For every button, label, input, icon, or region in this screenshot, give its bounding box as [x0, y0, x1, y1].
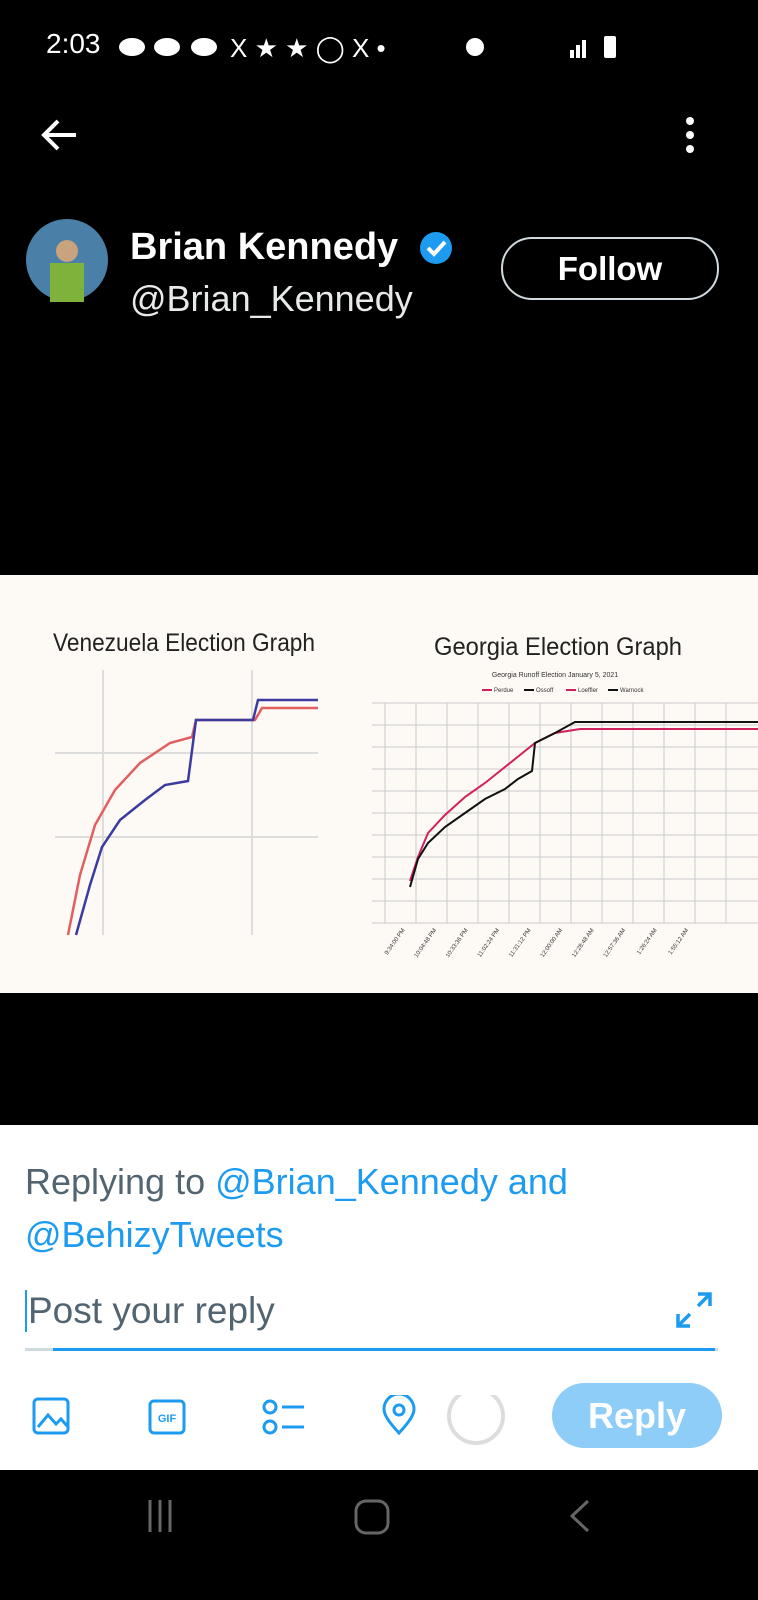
right-chart-subtitle: Georgia Runoff Election January 5, 2021 [492, 672, 618, 679]
svg-text:X ★ ★ ◯ X •: X ★ ★ ◯ X • [230, 33, 386, 64]
legend-label: Loeffler [578, 688, 598, 694]
gif-button[interactable] [148, 1399, 186, 1435]
status-icons: X ★ ★ ◯ X • [119, 33, 616, 64]
recents-button[interactable] [148, 1500, 172, 1532]
mention[interactable]: @BehizyTweets [25, 1214, 284, 1255]
replying-to: Replying to @Brian_Kennedy and @BehizyTw… [25, 1155, 725, 1261]
display-name[interactable]: Brian Kennedy [130, 226, 399, 268]
joiner: and [507, 1161, 568, 1202]
reply-input[interactable]: Post your reply [25, 1290, 275, 1332]
mention[interactable]: @Brian_Kennedy [215, 1161, 498, 1202]
legend-label: Perdue [494, 688, 514, 694]
legend-label: Ossoff [536, 688, 554, 694]
expand-button[interactable] [674, 1290, 714, 1330]
system-back[interactable] [569, 1499, 590, 1533]
right-chart-title: Georgia Election Graph [434, 633, 682, 661]
left-chart-title: Venezuela Election Graph [53, 629, 315, 657]
location-button[interactable] [382, 1395, 416, 1436]
media-image[interactable]: Venezuela Election Graph Georgia Electio… [0, 575, 758, 993]
svg-text:GIF: GIF [158, 1413, 177, 1425]
back-button[interactable] [38, 115, 80, 155]
home-button[interactable] [354, 1499, 390, 1535]
verified-badge [420, 232, 452, 264]
legend-label: Warnock [620, 688, 644, 694]
follow-button[interactable]: Follow [501, 237, 719, 300]
poll-button[interactable] [262, 1399, 278, 1415]
avatar[interactable] [25, 218, 109, 302]
char-counter [447, 1395, 505, 1445]
clock: 2:03 [46, 28, 101, 59]
input-divider [25, 1348, 718, 1351]
compose-toolbar: GIF [32, 1395, 505, 1445]
reply-button[interactable]: Reply [552, 1383, 722, 1448]
replying-prefix: Replying to [25, 1161, 206, 1202]
image-button[interactable] [32, 1397, 70, 1435]
nav-bar [148, 1499, 590, 1535]
more-button[interactable] [680, 115, 700, 157]
handle[interactable]: @Brian_Kennedy [130, 278, 413, 319]
